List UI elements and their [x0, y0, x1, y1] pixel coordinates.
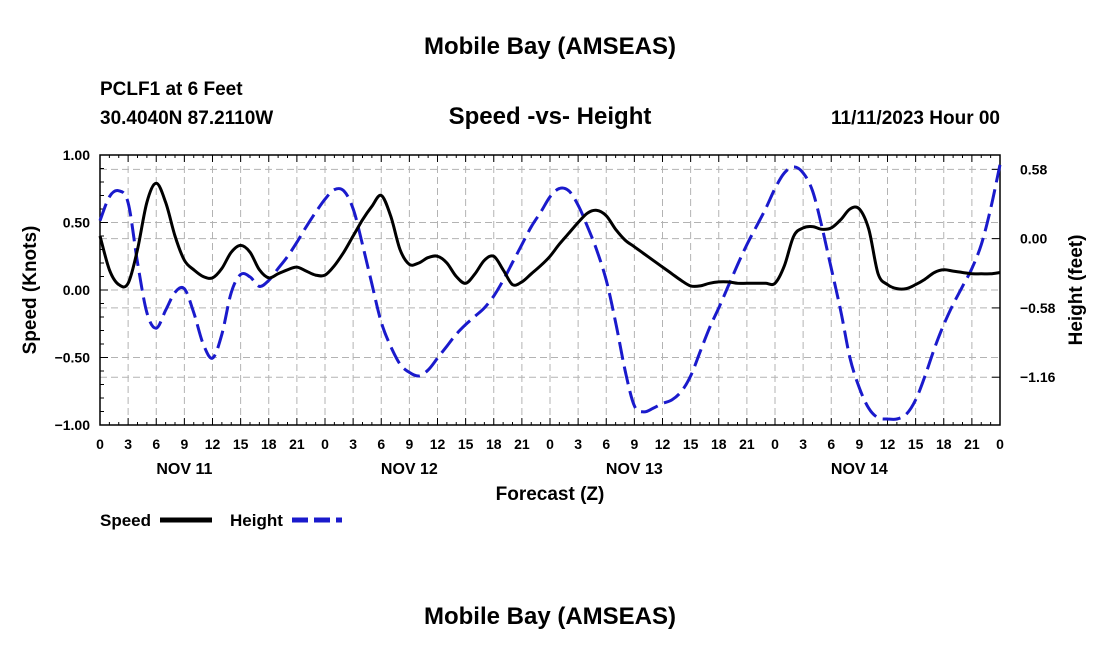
location-label: 30.4040N 87.2110W	[100, 108, 273, 129]
y-tick-label: 1.00	[63, 147, 90, 163]
x-tick-label: 9	[405, 436, 413, 452]
x-tick-label: 18	[486, 436, 502, 452]
x-tick-label: 12	[430, 436, 446, 452]
y2-tick-label: 0.00	[1020, 231, 1047, 247]
x-tick-label: 6	[377, 436, 385, 452]
legend-speed-label: Speed	[100, 511, 151, 530]
x-tick-label: 21	[964, 436, 980, 452]
x-tick-label: 18	[936, 436, 952, 452]
x-tick-label: 15	[458, 436, 474, 452]
date-label: 11/11/2023 Hour 00	[831, 108, 1000, 129]
x-tick-label: 12	[880, 436, 896, 452]
x-tick-label: 9	[855, 436, 863, 452]
height-series-line	[98, 164, 1002, 421]
x-tick-label: 9	[630, 436, 638, 452]
station-label: PCLF1 at 6 Feet	[100, 79, 243, 100]
x-tick-label: 15	[683, 436, 699, 452]
x-tick-label: 21	[739, 436, 755, 452]
x-tick-label: 15	[233, 436, 249, 452]
x-tick-label: 12	[205, 436, 221, 452]
x-tick-label: 3	[124, 436, 132, 452]
x-day-label: NOV 14	[831, 461, 888, 478]
x-tick-label: 3	[574, 436, 582, 452]
speed-series-line	[98, 181, 1001, 291]
x-tick-label: 0	[771, 436, 779, 452]
tick-labels: 0 3 6 9 12 15 18 21 0 3 6 9 12 15 18 21 0 3 6 9 12 15 18 21 0 3 6 9…	[55, 147, 1056, 478]
x-tick-label: 21	[514, 436, 530, 452]
x-tick-label: 15	[908, 436, 924, 452]
y2-tick-label: −1.16	[1020, 369, 1056, 385]
x-tick-label: 18	[261, 436, 277, 452]
legend: Speed Height	[100, 511, 342, 530]
x-day-label: NOV 12	[381, 461, 438, 478]
y-tick-label: −0.50	[55, 350, 91, 366]
series-layer	[98, 164, 1002, 421]
y2-tick-label: 0.58	[1020, 161, 1047, 177]
x-tick-label: 0	[996, 436, 1004, 452]
y-tick-label: 0.00	[63, 282, 90, 298]
x-tick-label: 18	[711, 436, 727, 452]
y-tick-label: 0.50	[63, 215, 90, 231]
y2-axis-label: Height (feet)	[1066, 235, 1087, 346]
axes	[99, 154, 1001, 426]
x-tick-label: 3	[799, 436, 807, 452]
x-day-label: NOV 11	[156, 461, 212, 478]
x-axis-label: Forecast (Z)	[496, 484, 605, 505]
x-tick-label: 6	[602, 436, 610, 452]
grid	[100, 155, 1000, 425]
x-tick-label: 0	[96, 436, 104, 452]
x-tick-label: 6	[152, 436, 160, 452]
x-tick-label: 6	[827, 436, 835, 452]
legend-height-label: Height	[230, 511, 283, 530]
y-tick-label: −1.00	[55, 417, 91, 433]
y-axis-label: Speed (Knots)	[20, 226, 41, 355]
page-title: Mobile Bay (AMSEAS)	[424, 33, 676, 60]
x-tick-label: 0	[321, 436, 329, 452]
x-tick-label: 0	[546, 436, 554, 452]
x-tick-label: 21	[289, 436, 305, 452]
chart-title: Speed -vs- Height	[449, 103, 652, 130]
footer-title: Mobile Bay (AMSEAS)	[424, 603, 676, 630]
x-tick-label: 3	[349, 436, 357, 452]
x-tick-label: 12	[655, 436, 671, 452]
y2-tick-label: −0.58	[1020, 300, 1056, 316]
x-tick-label: 9	[180, 436, 188, 452]
x-day-label: NOV 13	[606, 461, 663, 478]
